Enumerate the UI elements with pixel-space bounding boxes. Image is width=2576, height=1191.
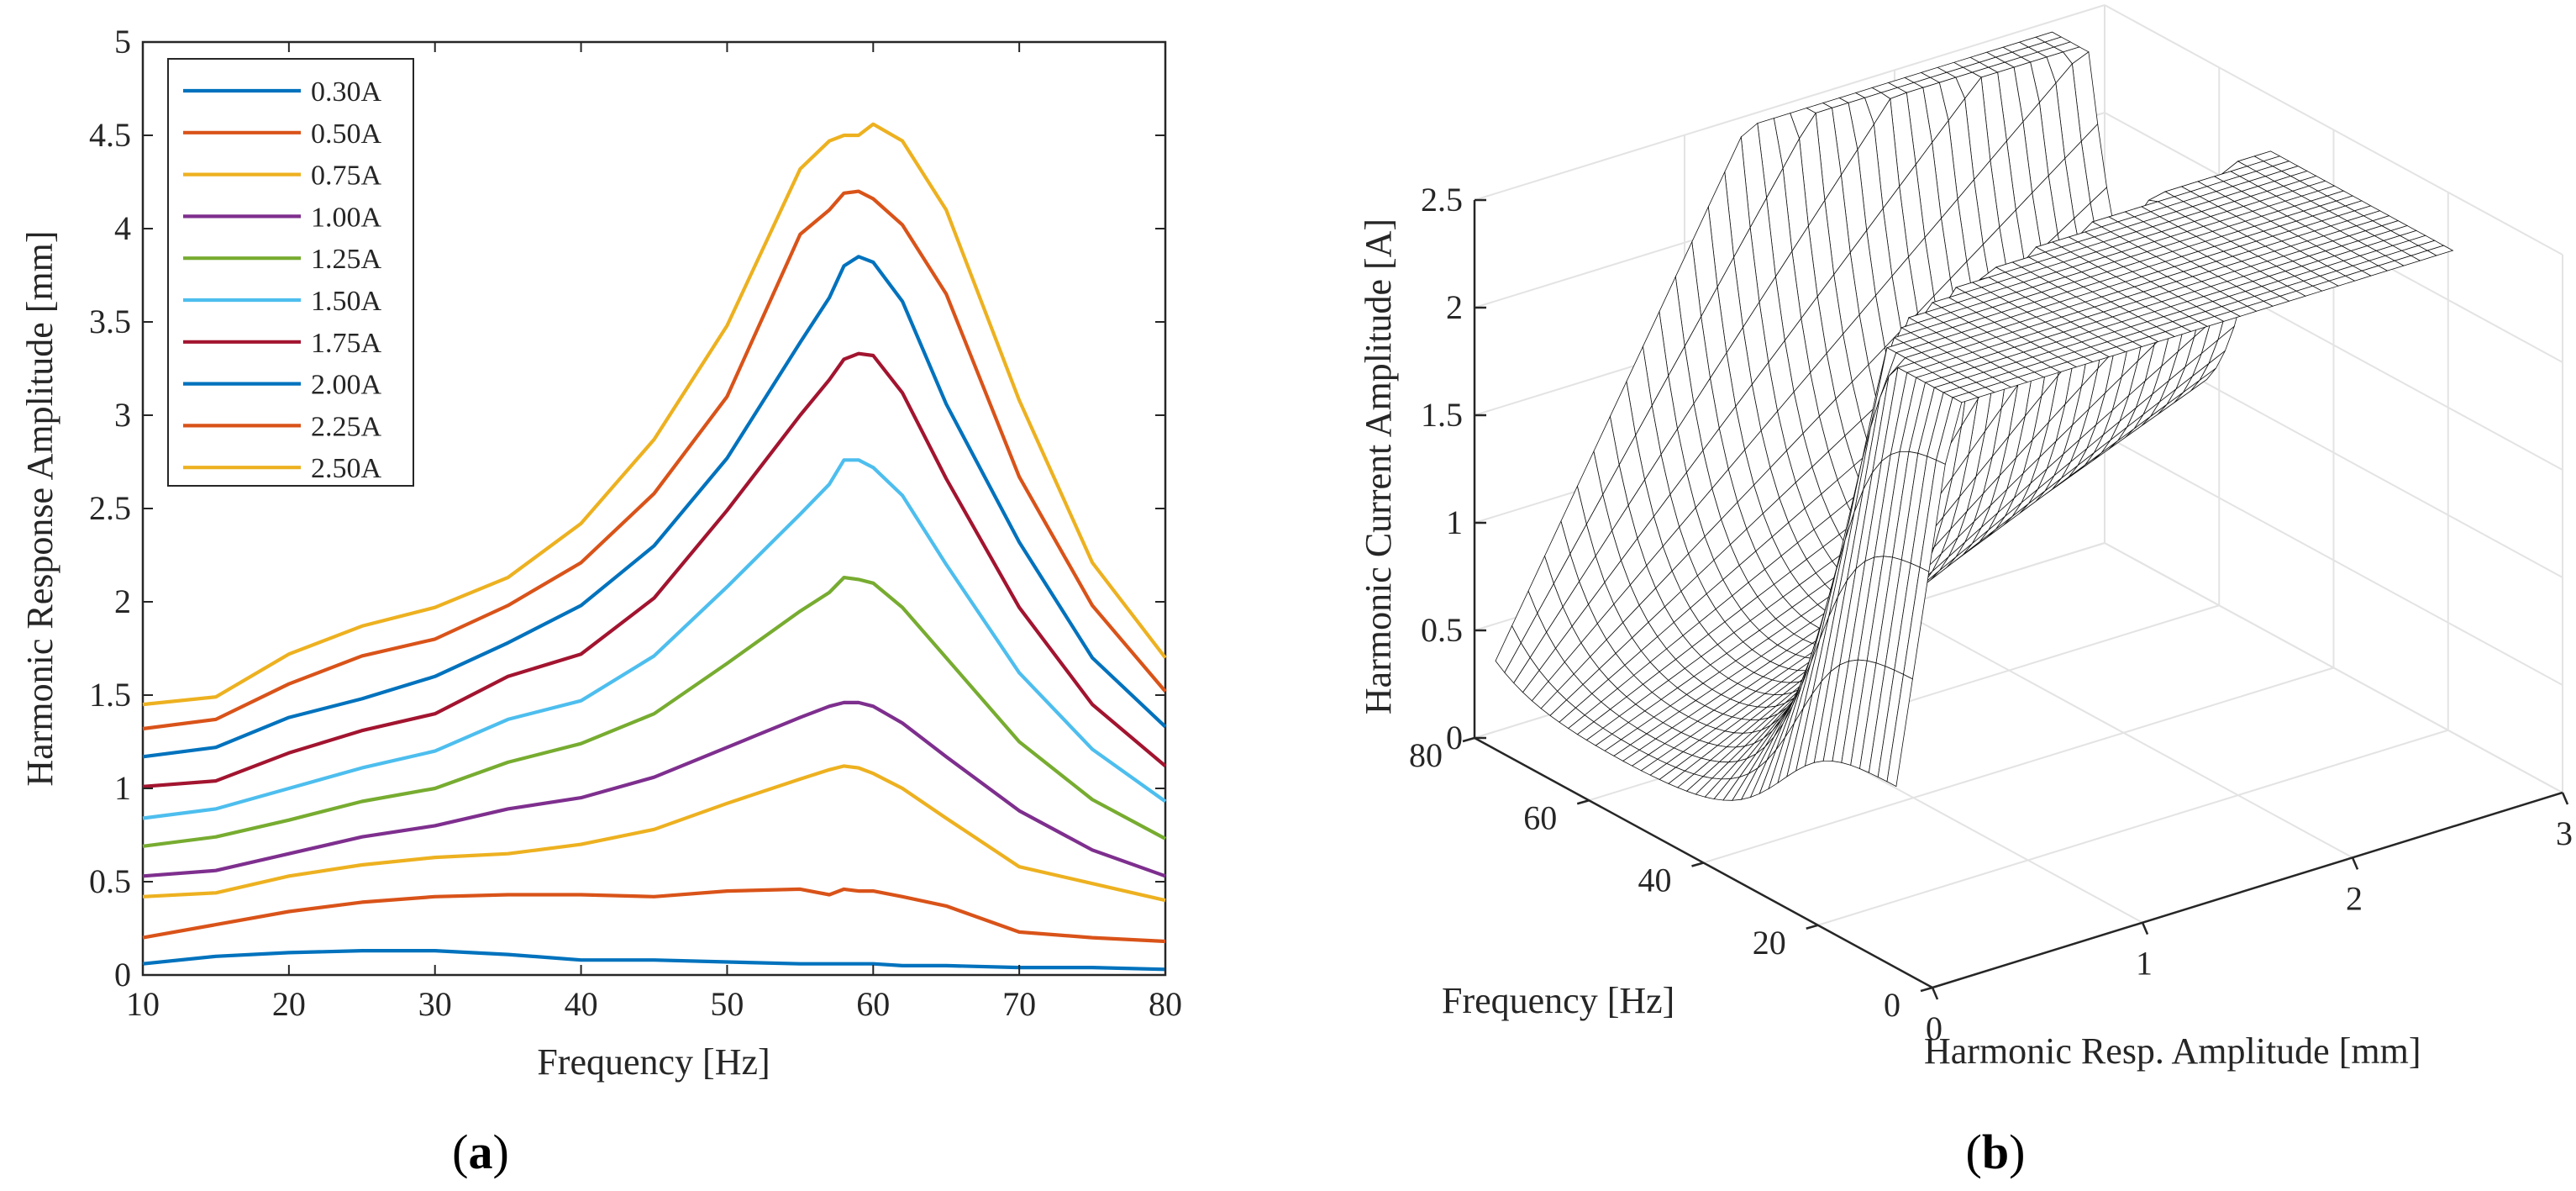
legend-entry: 2.50A	[311, 453, 382, 484]
series-line-1.75A	[142, 351, 1167, 788]
panel-label-b: (b)	[1966, 1125, 2026, 1179]
y-tick-label: 3.5	[89, 303, 131, 340]
series-line-2.25A	[142, 189, 1167, 731]
x-tick-label: 20	[272, 985, 306, 1023]
x-tick-label-b: 2	[2346, 879, 2363, 917]
y-tick-label: 2.5	[89, 489, 131, 527]
series-line-2.00A	[142, 255, 1167, 759]
y-tick-mark-b	[1806, 924, 1819, 930]
x-tick-mark-b	[2351, 856, 2359, 870]
series-group	[142, 122, 1167, 972]
legend: 0.30A 0.50A 0.75A 1.00A 1.25A 1.50A 1.75A 2.00A…	[183, 76, 382, 484]
x-axis-label-b: Harmonic Resp. Amplitude [mm]	[1924, 1030, 2421, 1072]
legend-box	[167, 58, 414, 487]
y-tick-label-b: 60	[1523, 798, 1557, 836]
x-tick-label-b: 1	[2136, 945, 2153, 983]
legend-entry: 0.50A	[311, 119, 382, 150]
y-tick-label: 0.5	[89, 862, 131, 900]
x-tick-label: 30	[418, 985, 452, 1023]
y-tick-label: 4	[114, 209, 131, 247]
mesh-cell	[1886, 673, 1913, 788]
z-axis-label-b: Harmonic Current Amplitude [A]	[1358, 219, 1399, 714]
panel-label-a: (a)	[452, 1125, 509, 1179]
y-tick-mark-b	[1462, 736, 1475, 743]
legend-entry: 1.50A	[311, 286, 382, 317]
y-tick-label: 1.5	[89, 676, 131, 714]
y-tick-mark-b	[1691, 862, 1704, 867]
z-tick-label-b: 2	[1446, 288, 1463, 326]
grid-line	[2104, 435, 2563, 686]
y-tick-label: 1	[114, 769, 131, 807]
x-axis-line	[1932, 791, 2563, 989]
y-tick-mark-b	[1576, 799, 1590, 805]
y-tick-label-b: 80	[1409, 736, 1443, 774]
z-tick-label-b: 2.5	[1421, 181, 1463, 219]
series-line-0.50A	[142, 887, 1166, 944]
series-line-0.30A	[142, 948, 1166, 972]
legend-entry: 1.25A	[311, 244, 382, 275]
line-chart-a: 10 20 30 40 50 60 70 80 0 0.5 1 1.5 2 2.5 3 3.5 4 4.5 5 Fr…	[19, 23, 1182, 1083]
mesh-surface	[1495, 31, 2454, 801]
y-axis-label-b: Frequency [Hz]	[1442, 980, 1674, 1021]
legend-entry: 0.30A	[311, 76, 382, 108]
x-tick-mark-b	[1931, 987, 1939, 1000]
x-tick-mark-b	[2141, 922, 2149, 935]
y-tick-mark-b	[1920, 986, 1933, 993]
y-tick-label-b: 40	[1638, 862, 1672, 899]
x-tick-label: 60	[856, 985, 890, 1023]
z-tick-label-b: 1.5	[1421, 396, 1463, 434]
panel-letter-b: b	[1982, 1125, 2009, 1179]
x-tick-label-b: 3	[2556, 814, 2573, 852]
tick-group: 10 20 30 40 50 60 70 80 0 0.5 1 1.5 2 2.5 3 3.5 4 4.5 5	[89, 23, 1182, 1023]
series-line-0.75A	[142, 764, 1166, 903]
x-tick-label: 40	[565, 985, 598, 1023]
z-tick-label-b: 0	[1446, 719, 1463, 756]
grid-line	[1474, 4, 2105, 201]
z-tick-label-b: 0.5	[1421, 611, 1463, 649]
series-line-1.25A	[142, 575, 1166, 848]
panel-letter-a: a	[469, 1125, 493, 1179]
y-tick-label: 5	[114, 23, 131, 61]
y-tick-label: 3	[114, 396, 131, 434]
legend-entry: 2.00A	[311, 370, 382, 401]
y-tick-label: 0	[114, 956, 131, 993]
legend-entry: 1.75A	[311, 328, 382, 359]
grid-line	[1703, 667, 2334, 864]
x-tick-label-b: 0	[1926, 1009, 1943, 1047]
grid-line	[2104, 542, 2563, 793]
x-tick-label: 10	[126, 985, 160, 1023]
x-tick-mark-b	[2561, 792, 2569, 805]
series-line-1.00A	[142, 700, 1166, 878]
y-axis-label-a: Harmonic Response Amplitude [mm]	[19, 230, 60, 786]
x-tick-label: 50	[710, 985, 744, 1023]
legend-entry: 1.00A	[311, 202, 382, 233]
legend-entry: 0.75A	[311, 161, 382, 192]
series-line-1.50A	[142, 458, 1167, 820]
x-axis-label-a: Frequency [Hz]	[537, 1041, 770, 1083]
y-tick-label-b: 0	[1884, 986, 1900, 1024]
y-tick-label: 4.5	[89, 116, 131, 154]
y-tick-label: 2	[114, 582, 131, 620]
z-tick-label-b: 1	[1446, 503, 1463, 541]
legend-entry: 2.25A	[311, 411, 382, 442]
x-tick-label: 80	[1149, 985, 1182, 1023]
grid-line	[2104, 4, 2563, 256]
series-line-2.50A	[142, 122, 1167, 707]
grid-line	[1817, 729, 2449, 926]
y-tick-label-b: 20	[1753, 924, 1786, 962]
x-tick-label: 70	[1002, 985, 1036, 1023]
